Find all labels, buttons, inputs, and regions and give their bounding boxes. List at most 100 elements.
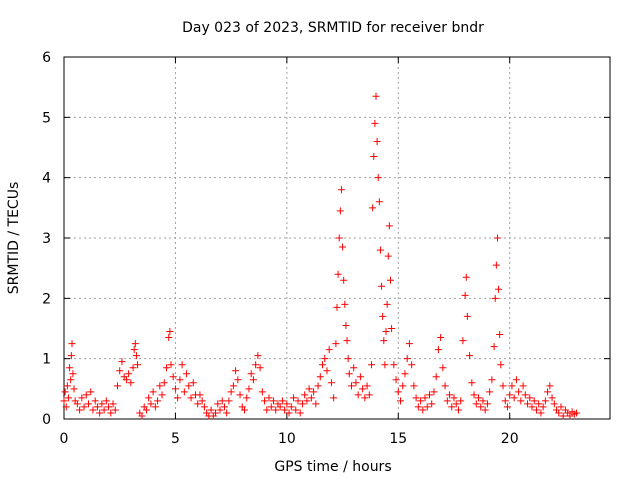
data-point	[61, 388, 69, 396]
data-point	[66, 364, 74, 372]
data-point	[441, 382, 449, 390]
data-point	[461, 291, 469, 299]
data-point	[285, 409, 293, 417]
data-point	[169, 373, 177, 381]
data-point	[267, 403, 275, 411]
data-point	[278, 397, 286, 405]
data-point	[263, 406, 271, 414]
data-point	[354, 391, 362, 399]
data-point	[405, 340, 413, 348]
data-point	[63, 382, 71, 390]
data-point	[347, 382, 355, 390]
data-point	[483, 400, 491, 408]
data-point	[116, 367, 124, 375]
data-point	[214, 400, 222, 408]
data-point	[89, 406, 97, 414]
data-point	[207, 406, 215, 414]
data-point	[258, 388, 266, 396]
data-point	[548, 394, 556, 402]
data-point	[109, 400, 117, 408]
data-point	[477, 403, 485, 411]
data-point	[490, 343, 498, 351]
data-point	[194, 400, 202, 408]
data-point	[198, 397, 206, 405]
data-point	[463, 312, 471, 320]
data-point	[503, 403, 511, 411]
data-point	[301, 391, 309, 399]
data-point	[361, 394, 369, 402]
data-point	[287, 403, 295, 411]
data-point	[91, 397, 99, 405]
y-tick-label: 1	[42, 352, 51, 368]
data-point	[160, 379, 168, 387]
data-point	[200, 403, 208, 411]
y-tick-label: 5	[42, 110, 51, 126]
data-point	[512, 376, 520, 384]
data-point	[382, 328, 390, 336]
x-tick-label: 20	[501, 431, 519, 447]
data-point	[216, 406, 224, 414]
data-point	[378, 282, 386, 290]
data-point	[350, 364, 358, 372]
data-point	[432, 373, 440, 381]
data-point	[78, 394, 86, 402]
data-point	[325, 346, 333, 354]
data-point	[379, 312, 387, 320]
data-point	[373, 137, 381, 145]
data-point	[356, 373, 364, 381]
data-point	[448, 403, 456, 411]
data-point	[392, 376, 400, 384]
data-point	[118, 358, 126, 366]
data-point	[372, 92, 380, 100]
data-point	[337, 186, 345, 194]
data-point	[163, 364, 171, 372]
data-point	[510, 394, 518, 402]
data-point	[82, 391, 90, 399]
data-point	[506, 391, 514, 399]
data-point	[462, 273, 470, 281]
data-point	[434, 346, 442, 354]
data-point	[218, 397, 226, 405]
data-point	[359, 385, 367, 393]
data-point	[466, 352, 474, 360]
y-tick-label: 0	[42, 412, 51, 428]
data-point	[330, 394, 338, 402]
data-point	[223, 409, 231, 417]
data-point	[64, 394, 72, 402]
data-point	[380, 337, 388, 345]
data-point	[497, 361, 505, 369]
data-point	[316, 373, 324, 381]
y-axis-label: SRMTID / TECUs	[6, 182, 22, 295]
data-point	[550, 400, 558, 408]
data-point	[296, 409, 304, 417]
data-point	[129, 364, 137, 372]
data-point	[343, 337, 351, 345]
data-point	[276, 403, 284, 411]
data-point	[166, 328, 174, 336]
data-point	[196, 391, 204, 399]
data-point	[265, 394, 273, 402]
data-point	[501, 397, 509, 405]
data-point	[70, 385, 78, 393]
data-point	[495, 285, 503, 293]
data-point	[334, 270, 342, 278]
data-point	[430, 388, 438, 396]
data-point	[374, 174, 382, 182]
data-point	[67, 376, 75, 384]
data-point	[386, 276, 394, 284]
data-point	[437, 334, 445, 342]
data-point	[234, 376, 242, 384]
data-point	[342, 321, 350, 329]
data-point	[180, 388, 188, 396]
data-point	[397, 397, 405, 405]
data-point	[496, 331, 504, 339]
data-point	[174, 394, 182, 402]
data-point	[229, 382, 237, 390]
data-point	[131, 340, 139, 348]
data-point	[100, 406, 108, 414]
data-point	[384, 252, 392, 260]
data-point	[151, 403, 159, 411]
data-point	[290, 394, 298, 402]
